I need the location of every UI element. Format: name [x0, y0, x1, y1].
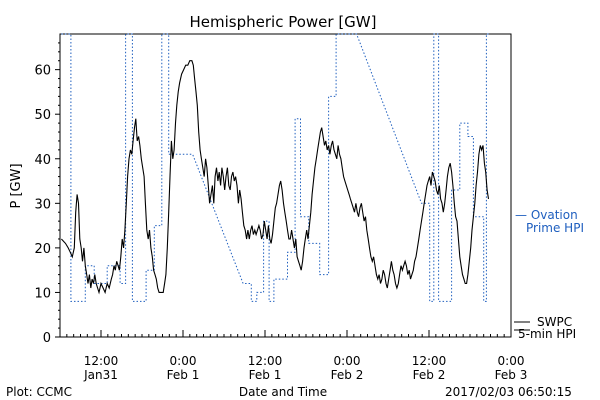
- x-tick-time: 12:00: [412, 354, 447, 368]
- y-tick-label: 40: [34, 153, 51, 168]
- legend-swpc-line1: SWPC: [537, 315, 572, 329]
- y-tick-label: 30: [34, 197, 51, 212]
- y-tick-label: 0: [43, 331, 51, 346]
- x-tick-time: 12:00: [84, 354, 119, 368]
- x-tick-time: 12:00: [248, 354, 283, 368]
- series-ovation-prime-hpi: [61, 33, 490, 302]
- x-axis-label: Date and Time: [239, 385, 327, 399]
- x-tick-date: Feb 1: [167, 368, 200, 382]
- x-tick-date: Jan31: [83, 368, 118, 382]
- footer-plot-credit: Plot: CCMC: [6, 385, 72, 399]
- y-axis: 0 10 20 30 40 50 60: [34, 42, 60, 346]
- legend-swpc-line2: 5-min HPI: [518, 327, 576, 341]
- x-tick-date: Feb 2: [331, 368, 364, 382]
- y-tick-label: 10: [34, 286, 51, 301]
- y-axis-label: P [GW]: [9, 163, 24, 208]
- x-tick-date: Feb 1: [249, 368, 282, 382]
- legend: — Ovation Prime HPI SWPC 5-min HPI: [514, 208, 584, 341]
- series-swpc-5min-hpi: [60, 60, 490, 295]
- x-tick-time: 0:00: [498, 354, 525, 368]
- chart-title: Hemispheric Power [GW]: [190, 13, 377, 31]
- y-tick-label: 60: [34, 64, 51, 79]
- y-tick-label: 20: [34, 242, 51, 257]
- footer-timestamp: 2017/02/03 06:50:15: [445, 385, 572, 399]
- x-tick-date: Feb 3: [495, 368, 528, 382]
- x-tick-time: 0:00: [334, 354, 361, 368]
- legend-ovation-line2: Prime HPI: [526, 221, 584, 235]
- x-tick-date: Feb 2: [413, 368, 446, 382]
- x-tick-time: 0:00: [170, 354, 197, 368]
- legend-ovation-line1: — Ovation: [515, 208, 578, 222]
- y-tick-label: 50: [34, 108, 51, 123]
